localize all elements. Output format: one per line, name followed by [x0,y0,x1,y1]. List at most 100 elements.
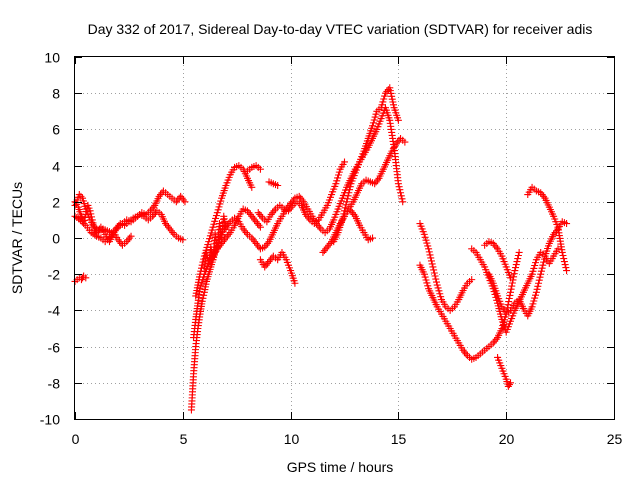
data-point [127,232,135,240]
data-point [532,291,540,299]
data-point [514,255,522,263]
data-point [206,232,214,240]
series-track-17 [416,220,476,314]
y-tick-label: 6 [52,122,60,138]
data-point [427,254,435,262]
data-point [81,213,89,221]
data-point [256,223,264,231]
data-point [396,186,404,194]
data-point [343,198,351,206]
data-point [423,239,431,247]
data-point [205,238,213,246]
data-point [533,285,541,293]
data-marks [71,84,571,414]
data-point [529,267,537,275]
data-point [80,217,88,225]
data-point [88,216,96,224]
data-point [222,225,230,233]
data-point [397,192,405,200]
data-point [369,119,377,127]
data-point [425,245,433,253]
data-point [530,264,538,272]
data-point [432,278,440,286]
data-point [200,291,208,299]
data-point [394,116,402,124]
data-point [508,282,516,290]
data-point [513,258,521,266]
data-point [535,279,543,287]
data-point [560,258,568,266]
data-point [346,183,354,191]
series-track-10 [256,248,299,287]
data-point [82,274,90,282]
data-point [87,210,95,218]
y-tick-label: 8 [52,86,60,102]
data-point [537,270,545,278]
data-point [420,230,428,238]
data-point [422,276,430,284]
data-point [206,235,214,243]
data-point [510,273,518,281]
data-point [90,222,98,230]
x-tick-label: 5 [180,431,188,447]
data-point [401,138,409,146]
data-point [530,297,538,305]
plot-frame [74,56,615,420]
data-point [430,269,438,277]
data-point [507,379,515,387]
data-point [214,206,222,214]
data-point [433,281,441,289]
y-tick-label: -8 [48,376,61,392]
data-point [508,279,516,287]
data-point [274,182,282,190]
chart-title: Day 332 of 2017, Sidereal Day-to-day VTE… [88,21,593,37]
data-point [468,276,476,284]
data-point [379,98,387,106]
data-point [423,279,431,287]
y-tick-label: -10 [40,412,60,428]
x-tick-label: 15 [391,431,407,447]
data-point [212,214,220,222]
x-tick-label: 10 [284,431,300,447]
data-point [563,220,571,228]
data-point [291,279,299,287]
series-track-8 [200,212,230,271]
data-point [540,255,548,263]
data-point [346,186,354,194]
grid-lines [75,57,614,419]
x-tick-labels: 0 5 10 15 20 25 [72,431,623,447]
data-point [531,294,539,302]
data-point [334,174,342,182]
data-point [399,198,407,206]
data-point [343,195,351,203]
series-track-4 [71,272,90,285]
data-point [216,200,224,208]
data-point [211,217,219,225]
y-tick-label: -2 [48,267,61,283]
data-point [332,180,340,188]
series-track-15 [347,207,377,244]
data-point [512,261,520,269]
data-point [82,210,90,218]
series-track-12 [265,178,282,190]
data-point [539,261,547,269]
data-point [536,273,544,281]
data-point [514,251,522,259]
series-track-21 [524,183,571,275]
data-point [207,229,215,237]
x-tick-label: 0 [72,431,80,447]
data-point [339,213,347,221]
data-point [425,248,433,256]
data-point [431,272,439,280]
data-point [338,216,346,224]
data-point [421,233,429,241]
y-tick-label: 10 [44,50,60,66]
data-point [335,168,343,176]
data-point [372,110,380,118]
data-point [196,270,204,278]
y-tick-label: 0 [52,231,60,247]
data-point [424,282,432,290]
data-point [515,248,523,256]
data-point [394,180,402,188]
data-point [528,303,536,311]
